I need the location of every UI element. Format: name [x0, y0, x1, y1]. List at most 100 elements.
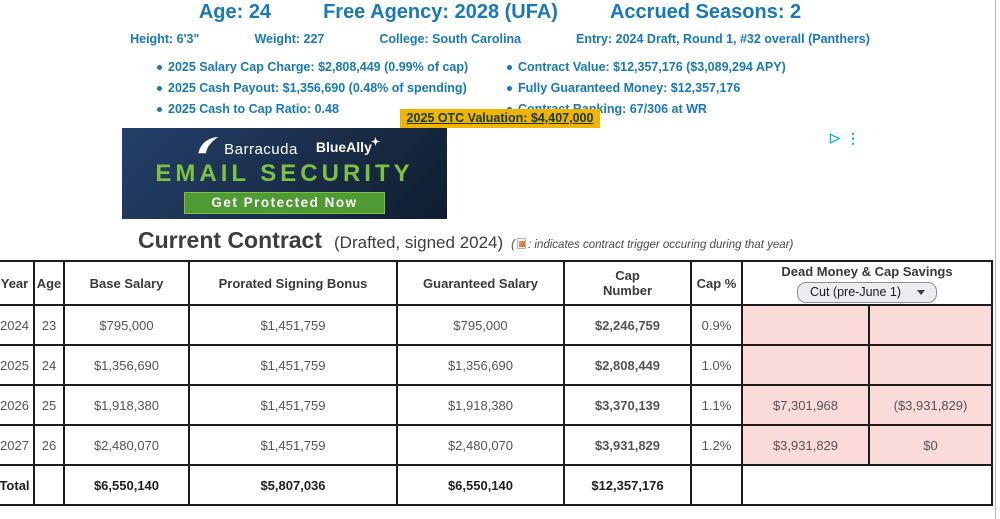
cell-dead-money: $7,301,968 — [741, 384, 870, 426]
cell-cap-savings: $0 — [868, 424, 993, 466]
cell-total-prorated: $5,807,036 — [188, 464, 398, 506]
summary-item: 2025 Salary Cap Charge: $2,808,449 (0.99… — [155, 57, 493, 78]
cell-guaranteed-salary: $1,918,380 — [396, 384, 565, 426]
dead-money-select-wrap: Cut (pre-June 1) — [797, 282, 937, 303]
table-row-2026: 2026 25 $1,918,380 $1,451,759 $1,918,380… — [0, 384, 993, 426]
cell-age: 26 — [33, 424, 65, 466]
cell-cap-pct: 1.2% — [690, 424, 743, 466]
player-age: Age: 24 — [198, 1, 272, 23]
summary-item: Fully Guaranteed Money: $12,357,176 — [505, 78, 786, 99]
cell-prorated-bonus: $1,451,759 — [188, 304, 398, 346]
barracuda-fin-icon — [197, 136, 219, 158]
contract-table: Year Age Base Salary Prorated Signing Bo… — [0, 260, 993, 506]
adchoices-icon[interactable]: ▷ — [830, 130, 840, 145]
ad-options-icon[interactable]: ⋮ — [846, 130, 860, 146]
player-height: Height: 6'3" — [130, 32, 200, 46]
cell-age: 23 — [33, 304, 65, 346]
otc-valuation-wrap: 2025 OTC Valuation: $4,407,000 — [0, 109, 1000, 128]
cell-guaranteed-salary: $795,000 — [396, 304, 565, 346]
blueally-brand: BlueAlly — [315, 136, 380, 155]
otc-valuation-link[interactable]: 2025 OTC Valuation: $4,407,000 — [399, 109, 601, 128]
summary-left-column: 2025 Salary Cap Charge: $2,808,449 (0.99… — [155, 57, 493, 120]
col-cap-number: Cap Number — [563, 260, 692, 306]
player-free-agency: Free Agency: 2028 (UFA) — [323, 1, 558, 23]
cell-age: 25 — [33, 384, 65, 426]
cell-dead-money — [741, 304, 870, 346]
col-age: Age — [33, 260, 65, 306]
summary-item: Contract Value: $12,357,176 ($3,089,294 … — [505, 57, 786, 78]
ad-cta-button[interactable]: Get Protected Now — [184, 191, 385, 214]
cell-age: 24 — [33, 344, 65, 386]
cell-year: 2025 — [0, 344, 35, 386]
blueally-label: BlueAlly — [315, 138, 372, 155]
ad-creative[interactable]: Barracuda BlueAlly EMAIL SECURITY Get Pr… — [122, 128, 447, 219]
barracuda-label: Barracuda — [224, 140, 298, 158]
col-prorated-signing-bonus: Prorated Signing Bonus — [188, 260, 398, 306]
cell-year: 2027 — [0, 424, 35, 466]
cell-total-cap-pct — [690, 464, 743, 506]
summary-item: 2025 Cash to Cap Ratio: 0.48 — [155, 99, 493, 120]
col-dead-money: Dead Money & Cap Savings Cut (pre-June 1… — [741, 260, 993, 306]
cell-cap-pct: 1.1% — [690, 384, 743, 426]
player-weight: Weight: 227 — [254, 32, 325, 46]
contract-trigger-icon — [517, 238, 527, 249]
cell-age-empty — [33, 464, 65, 506]
cell-guaranteed-salary: $2,480,070 — [396, 424, 565, 466]
cell-cap-number: $3,931,829 — [563, 424, 692, 466]
cell-base-salary: $1,918,380 — [63, 384, 190, 426]
cell-guaranteed-salary: $1,356,690 — [396, 344, 565, 386]
table-total-row: Total $6,550,140 $5,807,036 $6,550,140 $… — [0, 464, 993, 506]
player-accrued-seasons: Accrued Seasons: 2 — [609, 1, 802, 23]
contract-summary: 2025 Salary Cap Charge: $2,808,449 (0.99… — [155, 57, 786, 120]
cell-prorated-bonus: $1,451,759 — [188, 424, 398, 466]
section-title: Current Contract — [138, 227, 323, 253]
contract-trigger-note: (: indicates contract trigger occuring d… — [511, 238, 794, 251]
cell-cap-savings — [868, 344, 993, 386]
cell-base-salary: $1,356,690 — [63, 344, 190, 386]
cell-total-label: Total — [0, 464, 35, 506]
player-header-line2: Height: 6'3" Weight: 227 College: South … — [0, 32, 1000, 46]
table-header-row: Year Age Base Salary Prorated Signing Bo… — [0, 260, 993, 306]
section-heading: Current Contract (Drafted, signed 2024) … — [138, 227, 793, 254]
barracuda-brand: Barracuda — [197, 136, 298, 158]
cell-year: 2024 — [0, 304, 35, 346]
col-guaranteed-salary: Guaranteed Salary — [396, 260, 565, 306]
col-year: Year — [0, 260, 35, 306]
table-row-2027: 2027 26 $2,480,070 $1,451,759 $2,480,070… — [0, 424, 993, 466]
table-row-2024: 2024 23 $795,000 $1,451,759 $795,000 $2,… — [0, 304, 993, 346]
cell-cap-pct: 0.9% — [690, 304, 743, 346]
cell-cap-number: $2,808,449 — [563, 344, 692, 386]
summary-item: 2025 Cash Payout: $1,356,690 (0.48% of s… — [155, 78, 493, 99]
cell-dead-money: $3,931,829 — [741, 424, 870, 466]
cell-year: 2026 — [0, 384, 35, 426]
dead-money-scenario-select[interactable]: Cut (pre-June 1) — [797, 282, 937, 303]
cell-prorated-bonus: $1,451,759 — [188, 344, 398, 386]
cell-base-salary: $2,480,070 — [63, 424, 190, 466]
cell-base-salary: $795,000 — [63, 304, 190, 346]
section-subtitle: (Drafted, signed 2024) — [334, 233, 504, 252]
page-edge-divider — [995, 0, 996, 519]
table-row-2025: 2025 24 $1,356,690 $1,451,759 $1,356,690… — [0, 344, 993, 386]
cell-dead-money — [741, 344, 870, 386]
cell-cap-number: $3,370,139 — [563, 384, 692, 426]
player-entry: Entry: 2024 Draft, Round 1, #32 overall … — [576, 32, 870, 46]
cell-total-base: $6,550,140 — [63, 464, 190, 506]
ad-brands: Barracuda BlueAlly — [197, 136, 380, 158]
blueally-star-icon — [370, 133, 380, 149]
cell-cap-number: $2,246,759 — [563, 304, 692, 346]
col-cap-pct: Cap % — [690, 260, 743, 306]
adchoices-controls: ▷ ⋮ — [830, 130, 860, 146]
cell-prorated-bonus: $1,451,759 — [188, 384, 398, 426]
col-base-salary: Base Salary — [63, 260, 190, 306]
ad-headline: EMAIL SECURITY — [155, 159, 414, 187]
cell-cap-savings: ($3,931,829) — [868, 384, 993, 426]
player-header-line1: Age: 24 Free Agency: 2028 (UFA) Accrued … — [0, 1, 1000, 24]
player-college: College: South Carolina — [379, 32, 522, 46]
cell-total-dead-money-empty — [741, 464, 993, 506]
cell-total-guaranteed: $6,550,140 — [396, 464, 565, 506]
cell-total-cap-number: $12,357,176 — [563, 464, 692, 506]
cell-cap-pct: 1.0% — [690, 344, 743, 386]
ad-banner: Barracuda BlueAlly EMAIL SECURITY Get Pr… — [122, 128, 860, 219]
cell-cap-savings — [868, 304, 993, 346]
